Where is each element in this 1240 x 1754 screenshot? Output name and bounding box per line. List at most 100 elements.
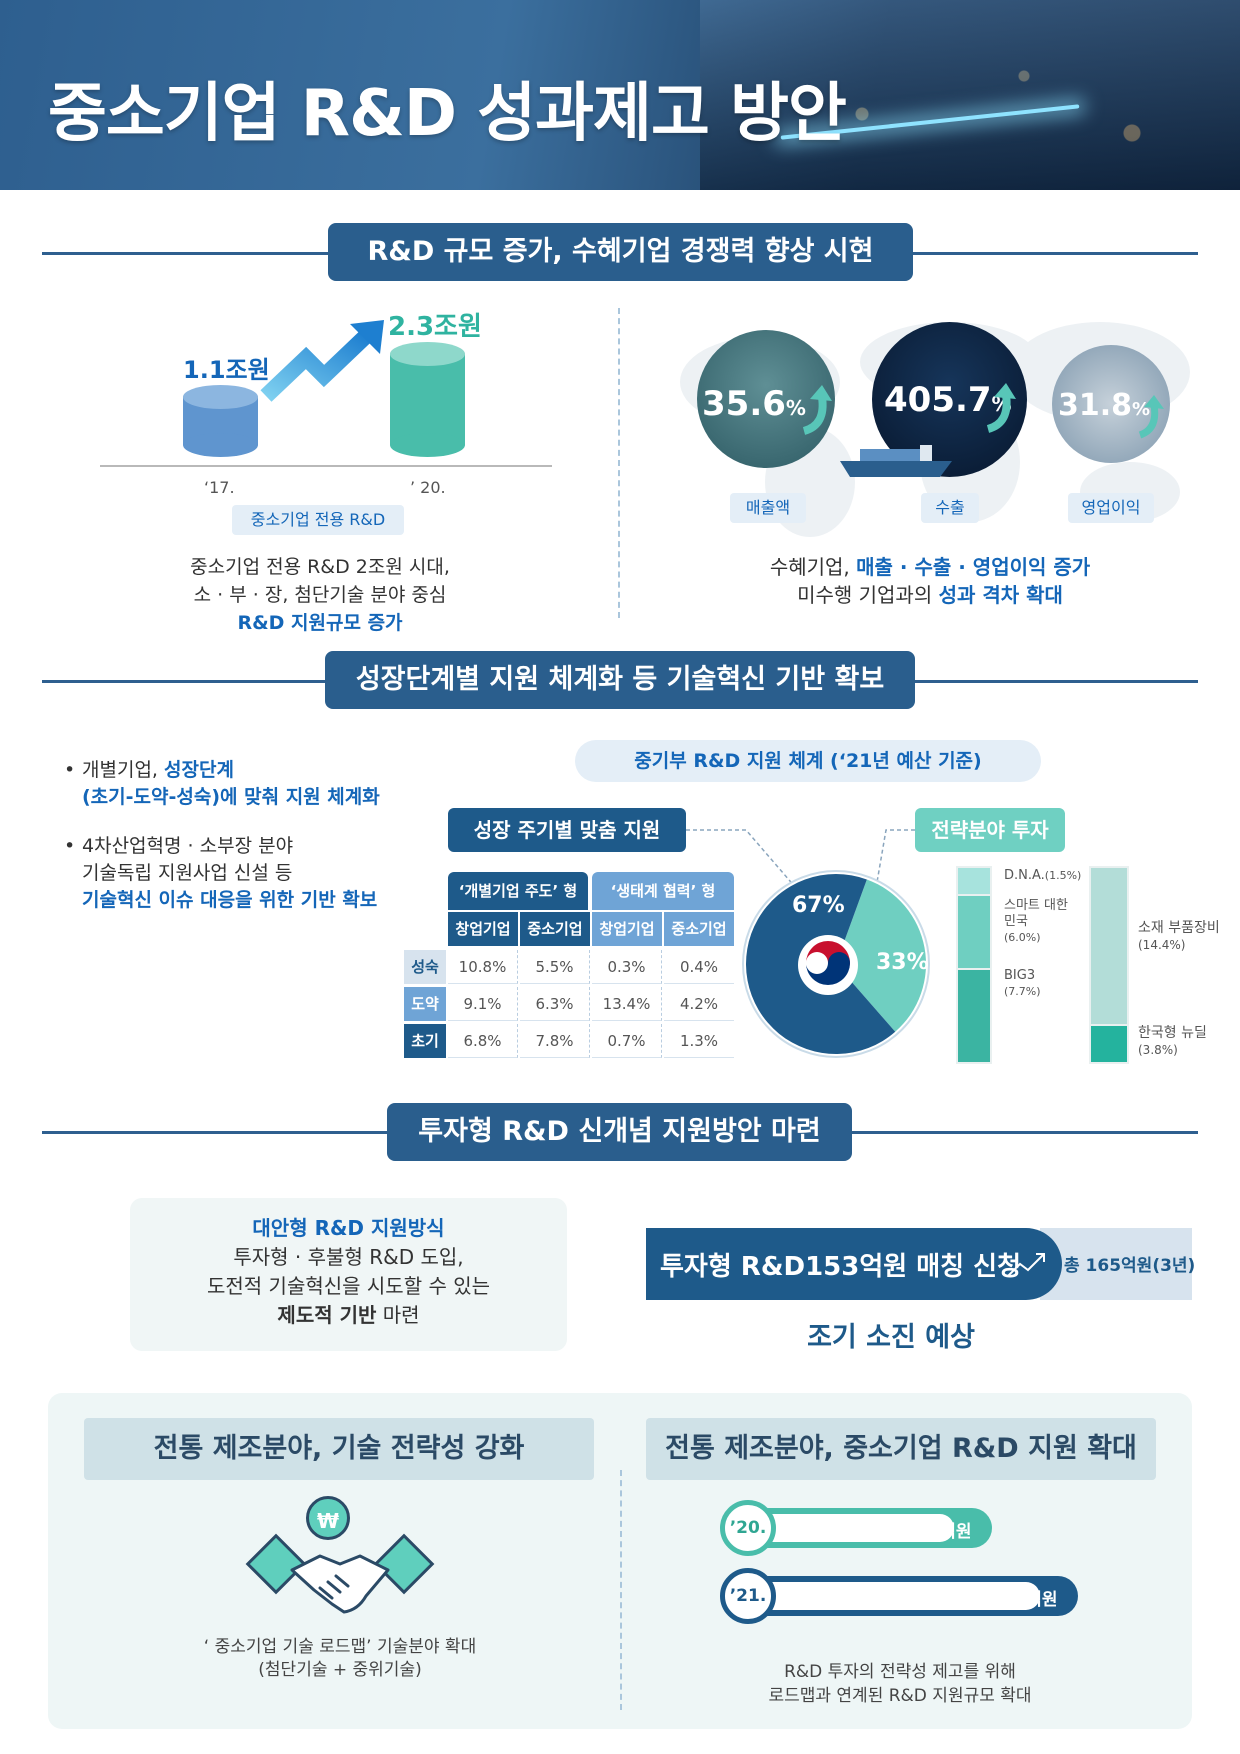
desc-line1: 중소기업 전용 R&D 2조원 시대, xyxy=(190,556,450,578)
table-cell: 1.3% xyxy=(664,1024,734,1058)
cylinder-2017 xyxy=(183,385,258,457)
dna-value: (1.5%) xyxy=(1044,869,1082,882)
right-desc: R&D 투자의 전략성 제고를 위해 로드맵과 연계된 R&D 지원규모 확대 xyxy=(690,1660,1110,1708)
section1-divider xyxy=(618,308,620,618)
table-cell: 10.8% xyxy=(448,950,518,984)
alt-rnd-title: 대안형 R&D 지원방식 xyxy=(252,1216,445,1240)
connector-lines xyxy=(686,829,915,889)
right-desc-line1: R&D 투자의 전략성 제고를 위해 xyxy=(784,1662,1016,1682)
bullet1-line2: (초기-도약-성숙)에 맞춰 지원 체계화 xyxy=(82,786,380,808)
trend-up-icon xyxy=(1007,1253,1045,1277)
table-cell: 0.7% xyxy=(592,1024,662,1058)
pie-major-label: 67% xyxy=(792,893,845,918)
big3-label: BIG3 (7.7%) xyxy=(1004,968,1081,1000)
sme-rnd-tag: 중소기업 전용 R&D xyxy=(232,505,404,535)
early-depletion: 조기 소진 예상 xyxy=(807,1322,975,1353)
section1-left-desc: 중소기업 전용 R&D 2조원 시대, 소 · 부 · 장, 첨단기술 분야 중… xyxy=(130,553,510,637)
table-cell: 4.2% xyxy=(664,987,734,1021)
desc-line2: 소 · 부 · 장, 첨단기술 분야 중심 xyxy=(193,584,447,606)
materials-label: 소재 부품장비 (14.4%) xyxy=(1138,920,1228,954)
section2-bullets: • 개별기업, 성장단계 (초기-도약-성숙)에 맞춰 지원 체계화 • 4차산… xyxy=(62,757,442,914)
handshake-icon xyxy=(245,1533,435,1614)
export-pct-value: 405.7 xyxy=(884,380,992,420)
table-col-header: 중소기업 xyxy=(520,912,590,946)
table-col-header: 창업기업 xyxy=(592,912,662,946)
section1-right-desc: 수혜기업, 매출 · 수출 · 영업이익 증가 미수행 기업과의 성과 격차 확… xyxy=(690,553,1170,609)
stack2-newdeal xyxy=(1091,1026,1127,1062)
bullet1-hl: 성장단계 xyxy=(164,759,234,781)
newdeal-value: (3.8%) xyxy=(1138,1043,1178,1057)
budget-year-badge: ’20. xyxy=(720,1500,776,1556)
stack1-smart xyxy=(958,896,990,968)
label-2017: ‘17. xyxy=(204,478,235,497)
table-cell: 5.5% xyxy=(520,950,590,984)
sales-pct-value: 35.6 xyxy=(702,384,786,424)
table-col-header: 창업기업 xyxy=(448,912,518,946)
city-night-image xyxy=(700,0,1240,190)
big3-value: (7.7%) xyxy=(1004,985,1041,998)
budget-amount-label: 2,234억원 xyxy=(886,1522,972,1542)
right-desc-line1: 수혜기업, 매출 · 수출 · 영업이익 증가 xyxy=(690,553,1170,581)
left-heading: 전통 제조분야, 기술 전략성 강화 xyxy=(84,1418,594,1480)
budget-bar-fill xyxy=(750,1514,954,1542)
value-2020: 2.3조원 xyxy=(388,312,482,342)
system-title: 중기부 R&D 지원 체계 (‘21년 예산 기준) xyxy=(575,740,1041,782)
section4-divider xyxy=(620,1470,622,1710)
left-desc-line1: ‘ 중소기업 기술 로드맵’ 기술분야 확대 xyxy=(203,1637,477,1657)
materials-value: (14.4%) xyxy=(1138,938,1186,952)
table-row-header: 초기 xyxy=(404,1024,446,1058)
left-desc: ‘ 중소기업 기술 로드맵’ 기술분야 확대 (첨단기술 + 중위기술) xyxy=(110,1636,570,1682)
table-cell: 6.3% xyxy=(520,987,590,1021)
table-cell: 13.4% xyxy=(592,987,662,1021)
newdeal-name: 한국형 뉴딜 xyxy=(1138,1025,1207,1041)
value-2017: 1.1조원 xyxy=(183,356,270,384)
total-label: 총 165억원(3년) xyxy=(1064,1256,1196,1276)
sales-pct: 35.6% xyxy=(702,384,806,424)
table-col-header: 중소기업 xyxy=(664,912,734,946)
bullet1-pre: 개별기업, xyxy=(82,759,164,781)
profit-pct-value: 31.8 xyxy=(1058,388,1133,423)
table-group1: ‘개별기업 주도’ 형 xyxy=(448,872,588,910)
label-2020: ’ 20. xyxy=(410,478,446,497)
strategy-label: 전략분야 투자 xyxy=(915,808,1065,852)
sales-up-arrow-icon xyxy=(802,385,832,435)
profit-label: 영업이익 xyxy=(1068,493,1154,523)
section2-heading: 성장단계별 지원 체계화 등 기술혁신 기반 확보 xyxy=(325,651,915,709)
dna-name: D.N.A. xyxy=(1004,868,1045,883)
bullet2-line1: 4차산업혁명 · 소부장 분야 xyxy=(82,835,294,857)
right-desc-line2: 로드맵과 연계된 R&D 지원규모 확대 xyxy=(768,1686,1032,1706)
newdeal-label: 한국형 뉴딜 (3.8%) xyxy=(1138,1025,1228,1059)
right-heading: 전통 제조분야, 중소기업 R&D 지원 확대 xyxy=(646,1418,1156,1480)
header-banner xyxy=(0,0,1240,190)
sales-pct-sign: % xyxy=(785,396,806,420)
section3-heading: 투자형 R&D 신개념 지원방안 마련 xyxy=(387,1103,852,1161)
sales-label: 매출액 xyxy=(730,493,806,523)
cargo-ship-icon xyxy=(840,445,952,477)
stack1-dna xyxy=(958,868,990,894)
table-row-header: 성숙 xyxy=(404,950,446,984)
baseline xyxy=(100,465,552,467)
matching-bar xyxy=(646,1228,1062,1300)
profit-up-arrow-icon xyxy=(1138,395,1164,439)
bullet-1: • 개별기업, 성장단계 (초기-도약-성숙)에 맞춰 지원 체계화 xyxy=(62,757,442,811)
pie-minor-label: 33% xyxy=(876,950,929,975)
bullet-2: • 4차산업혁명 · 소부장 분야 기술독립 지원사업 신설 등 기술혁신 이슈… xyxy=(62,833,442,914)
profit-pct-sign: % xyxy=(1132,399,1151,420)
stack2-materials xyxy=(1091,868,1127,1024)
table-cell: 0.3% xyxy=(592,950,662,984)
smart-name: 스마트 대한민국 xyxy=(1004,898,1068,929)
right-desc1-hl: 매출 · 수출 · 영업이익 증가 xyxy=(856,555,1091,579)
alt-rnd-line4-rest: 마련 xyxy=(376,1303,420,1327)
smart-value: (6.0%) xyxy=(1004,931,1041,944)
alt-rnd-line2: 투자형 · 후불형 R&D 도입, xyxy=(233,1245,464,1269)
bullet-dot: • xyxy=(64,835,76,857)
cylinder-2020 xyxy=(390,342,465,457)
table-row-header: 도약 xyxy=(404,987,446,1021)
budget-amount-label: 3,018억원 xyxy=(972,1590,1058,1610)
alt-rnd-line3: 도전적 기술혁신을 시도할 수 있는 xyxy=(206,1274,491,1298)
alt-rnd-box: 대안형 R&D 지원방식 투자형 · 후불형 R&D 도입, 도전적 기술혁신을… xyxy=(130,1198,567,1351)
total-box xyxy=(1040,1228,1192,1300)
right-desc-line2: 미수행 기업과의 성과 격차 확대 xyxy=(690,581,1170,609)
won-coin-icon: ₩ xyxy=(306,1496,350,1540)
profit-pct: 31.8% xyxy=(1058,388,1150,423)
